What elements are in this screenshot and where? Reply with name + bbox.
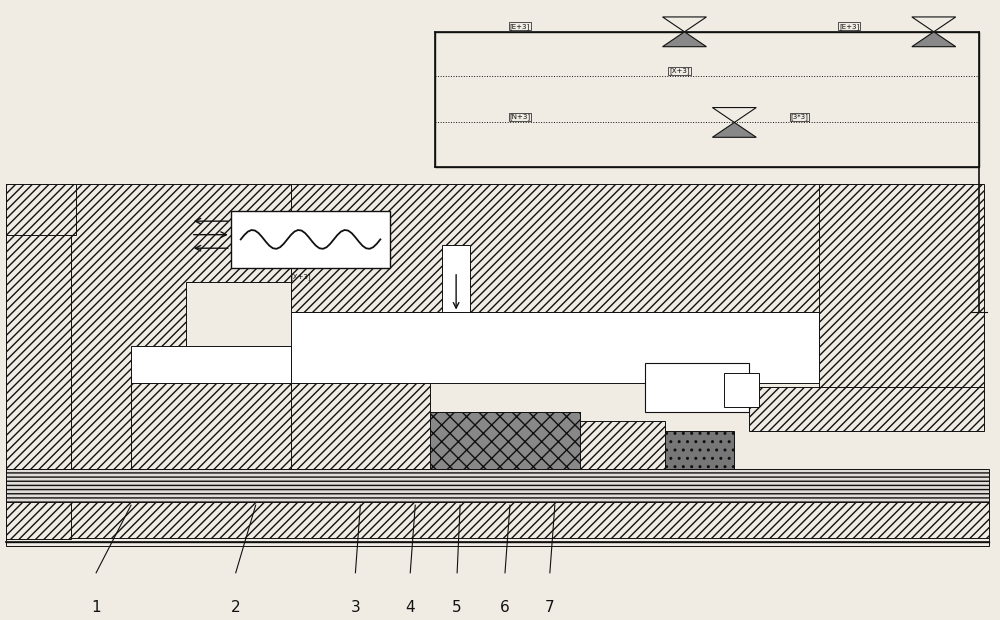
Text: [N+3]: [N+3] [509,113,531,120]
Bar [131,346,291,383]
Text: 1: 1 [91,600,101,615]
Text: 5: 5 [452,600,462,615]
Text: 3: 3 [351,600,360,615]
Text: [E+3]: [E+3] [510,23,530,30]
Bar [231,211,390,268]
Polygon shape [712,122,756,137]
Bar [291,383,430,469]
Bar [442,245,470,312]
Polygon shape [712,107,756,122]
Text: 2: 2 [231,600,241,615]
Polygon shape [912,17,956,32]
Bar [291,312,819,383]
Bar [6,184,76,235]
Polygon shape [663,32,706,46]
Text: 4: 4 [405,600,415,615]
Bar [6,469,71,539]
Bar [6,538,989,546]
Bar [291,184,969,312]
Polygon shape [663,17,706,32]
Bar [580,420,665,469]
Polygon shape [71,184,291,469]
Text: [E+3]: [E+3] [839,23,859,30]
Text: [X+3]: [X+3] [290,273,311,280]
Bar [645,363,749,412]
Bar [819,184,984,394]
Bar [724,373,759,407]
Bar [430,412,580,469]
Bar [6,184,71,469]
Text: 6: 6 [500,600,510,615]
Bar [749,387,984,431]
Text: 7: 7 [545,600,555,615]
Text: [3*3]: [3*3] [790,113,808,120]
Bar [6,469,989,502]
Bar [66,383,131,469]
Text: [X+3]: [X+3] [669,68,690,74]
Bar [665,431,734,469]
Polygon shape [912,32,956,46]
Bar [430,412,580,469]
Bar [435,32,979,167]
Bar [6,502,989,539]
Bar [131,383,291,469]
